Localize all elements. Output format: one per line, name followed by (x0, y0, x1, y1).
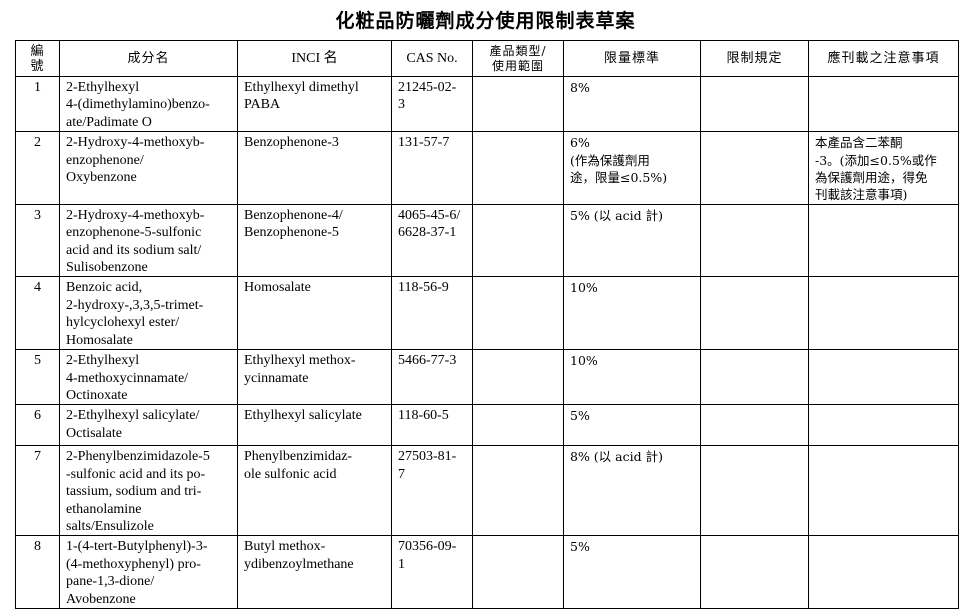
ingredient-name-cell: 2-Phenylbenzimidazole-5 -sulfonic acid a… (59, 445, 238, 537)
restriction-cell (700, 404, 809, 447)
notice-text-cell (808, 535, 959, 609)
table-row: 1 2-Ethylhexyl 4-(dimethylamino)benzo- at… (15, 75, 959, 133)
inci-name-cell: Ethylhexyl dimethyl PABA (237, 75, 392, 133)
restriction-cell (700, 349, 809, 406)
row-number-cell: 2 (15, 131, 60, 205)
row-number-cell: 7 (15, 445, 60, 537)
inci-name-cell: Benzophenone-3 (237, 131, 392, 205)
limit-standard-cell: 5% (563, 535, 701, 609)
row-number-cell: 5 (15, 349, 60, 406)
ingredient-name-cell: 2-Ethylhexyl salicylate/ Octisalate (59, 404, 238, 447)
notice-text-cell (808, 276, 959, 351)
header-restriction: 限制規定 (700, 40, 809, 77)
limit-standard-cell: 5% (563, 404, 701, 447)
cas-number-cell: 131-57-7 (391, 131, 473, 205)
limit-standard-cell: 8% (以 acid 計) (563, 445, 701, 537)
notice-text-cell (808, 349, 959, 406)
table-row: 3 2-Hydroxy-4-methoxyb- enzophenone-5-sul… (15, 203, 959, 278)
notice-text-cell (808, 445, 959, 537)
cas-number-cell: 70356-09- 1 (391, 535, 473, 609)
notice-text-cell (808, 75, 959, 133)
sunscreen-ingredient-table: 編 號 成分名 INCI 名 CAS No. 產品類型/ 使用範圍 限量標準 限… (15, 40, 959, 609)
notice-text-cell (808, 203, 959, 278)
product-type-cell (472, 404, 564, 447)
product-type-cell (472, 75, 564, 133)
cas-number-cell: 21245-02- 3 (391, 75, 473, 133)
restriction-cell (700, 535, 809, 609)
inci-name-cell: Phenylbenzimidaz- ole sulfonic acid (237, 445, 392, 537)
row-number-cell: 3 (15, 203, 60, 278)
header-number: 編 號 (15, 40, 60, 77)
product-type-cell (472, 276, 564, 351)
notice-text-cell (808, 404, 959, 447)
ingredient-name-cell: 2-Hydroxy-4-methoxyb- enzophenone/ Oxybe… (59, 131, 238, 205)
header-cas-no: CAS No. (391, 40, 473, 77)
row-number-cell: 1 (15, 75, 60, 133)
table-row: 7 2-Phenylbenzimidazole-5 -sulfonic acid … (15, 445, 959, 537)
table-row: 4 Benzoic acid, 2-hydroxy-,3,3,5-trimet- … (15, 276, 959, 351)
header-product-type: 產品類型/ 使用範圍 (472, 40, 564, 77)
cas-number-cell: 118-56-9 (391, 276, 473, 351)
product-type-cell (472, 349, 564, 406)
restriction-cell (700, 276, 809, 351)
ingredient-name-cell: Benzoic acid, 2-hydroxy-,3,3,5-trimet- h… (59, 276, 238, 351)
cas-number-cell: 27503-81- 7 (391, 445, 473, 537)
inci-name-cell: Ethylhexyl methox- ycinnamate (237, 349, 392, 406)
table-row: 8 1-(4-tert-Butylphenyl)-3- (4-methoxyphe… (15, 535, 959, 609)
inci-name-cell: Butyl methox- ydibenzoylmethane (237, 535, 392, 609)
header-ingredient-name: 成分名 (59, 40, 238, 77)
cas-number-cell: 118-60-5 (391, 404, 473, 447)
header-notice: 應刊載之注意事項 (808, 40, 959, 77)
limit-standard-cell: 8% (563, 75, 701, 133)
limit-standard-cell: 5% (以 acid 計) (563, 203, 701, 278)
limit-standard-cell: 10% (563, 349, 701, 406)
inci-name-cell: Benzophenone-4/ Benzophenone-5 (237, 203, 392, 278)
product-type-cell (472, 131, 564, 205)
inci-name-cell: Ethylhexyl salicylate (237, 404, 392, 447)
row-number-cell: 4 (15, 276, 60, 351)
limit-standard-cell: 6% (作為保護劑用 途，限量≤0.5%) (563, 131, 701, 205)
table-row: 6 2-Ethylhexyl salicylate/ Octisalate Ethy… (15, 404, 959, 447)
header-limit: 限量標準 (563, 40, 701, 77)
notice-text-cell: 本產品含二苯酮 -3。(添加≤0.5%或作 為保護劑用途，得免 刊載該注意事項) (808, 131, 959, 205)
ingredient-name-cell: 2-Hydroxy-4-methoxyb- enzophenone-5-sulf… (59, 203, 238, 278)
product-type-cell (472, 445, 564, 537)
document-title: 化粧品防曬劑成分使用限制表草案 (335, 10, 636, 32)
cas-number-cell: 5466-77-3 (391, 349, 473, 406)
header-inci-name: INCI 名 (237, 40, 392, 77)
cas-number-cell: 4065-45-6/ 6628-37-1 (391, 203, 473, 278)
product-type-cell (472, 535, 564, 609)
ingredient-name-cell: 2-Ethylhexyl 4-methoxycinnamate/ Octinox… (59, 349, 238, 406)
restriction-cell (700, 203, 809, 278)
inci-name-cell: Homosalate (237, 276, 392, 351)
ingredient-name-cell: 2-Ethylhexyl 4-(dimethylamino)benzo- ate… (59, 75, 238, 133)
row-number-cell: 8 (15, 535, 60, 609)
header-row: 編 號 成分名 INCI 名 CAS No. 產品類型/ 使用範圍 限量標準 限… (15, 40, 959, 77)
product-type-cell (472, 203, 564, 278)
ingredient-name-cell: 1-(4-tert-Butylphenyl)-3- (4-methoxyphen… (59, 535, 238, 609)
restriction-cell (700, 75, 809, 133)
restriction-cell (700, 131, 809, 205)
restriction-cell (700, 445, 809, 537)
row-number-cell: 6 (15, 404, 60, 447)
table-row: 5 2-Ethylhexyl 4-methoxycinnamate/ Octino… (15, 349, 959, 406)
table-row: 2 2-Hydroxy-4-methoxyb- enzophenone/ Oxyb… (15, 131, 959, 205)
limit-standard-cell: 10% (563, 276, 701, 351)
